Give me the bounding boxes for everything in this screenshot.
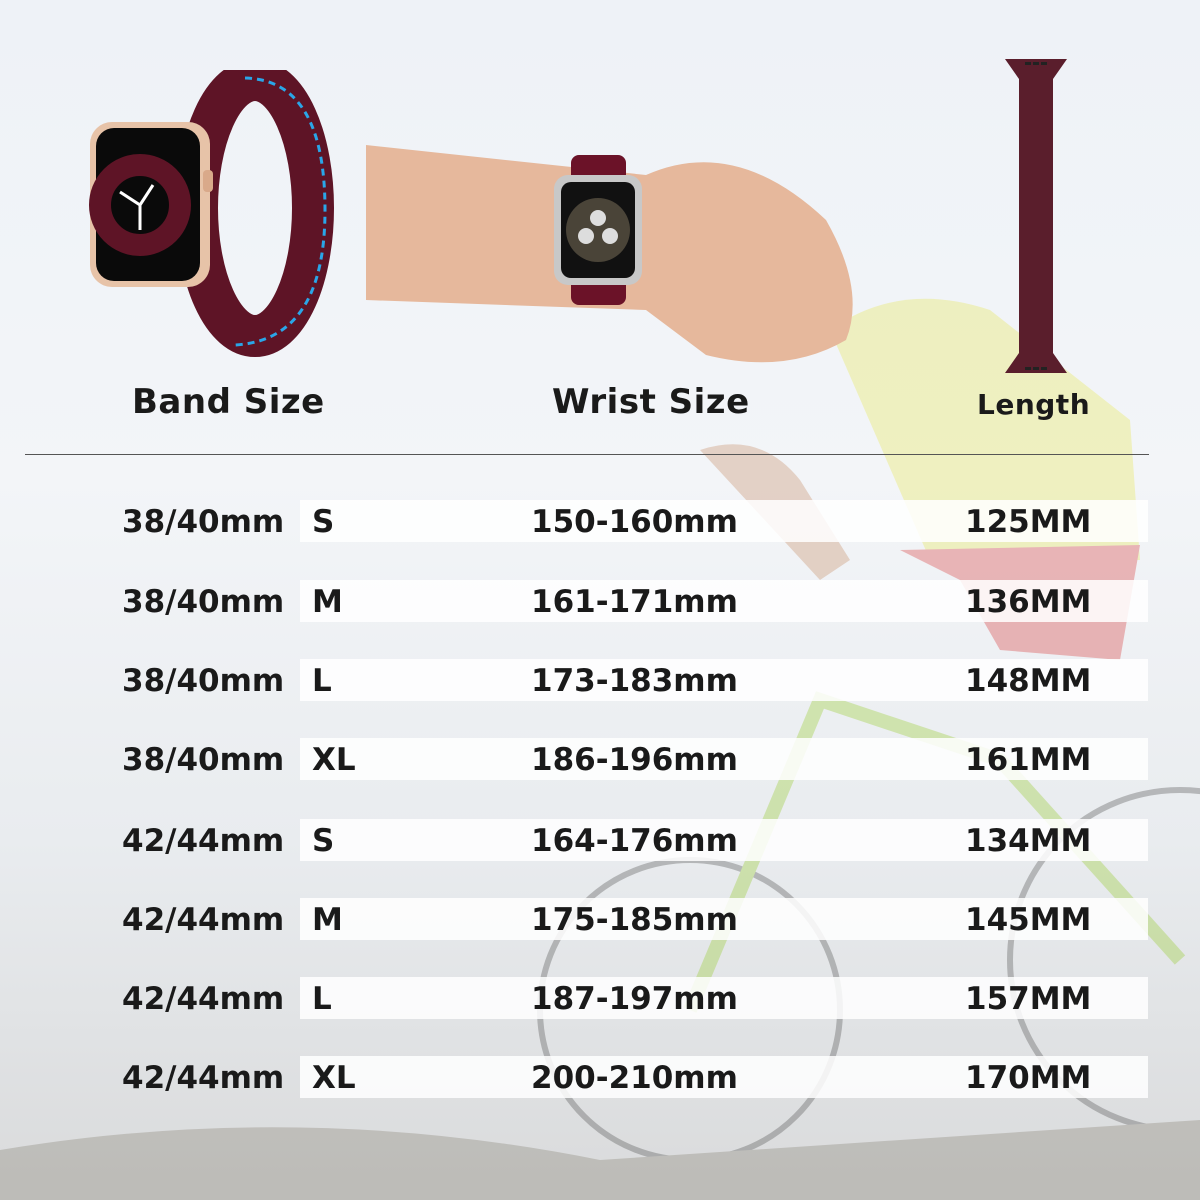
row-highlight bbox=[300, 500, 1148, 542]
row-highlight bbox=[300, 1056, 1148, 1098]
wrist-size: 150-160mm bbox=[531, 504, 738, 540]
case-size: 38/40mm bbox=[122, 742, 285, 778]
wrist-size: 173-183mm bbox=[531, 663, 738, 699]
band-size: S bbox=[312, 504, 335, 540]
case-size: 42/44mm bbox=[122, 823, 285, 859]
wrist-size: 161-171mm bbox=[531, 584, 738, 620]
band-length: 134MM bbox=[965, 823, 1092, 859]
band-length: 136MM bbox=[965, 584, 1092, 620]
band-length: 145MM bbox=[965, 902, 1092, 938]
row-highlight bbox=[300, 738, 1148, 780]
band-length-image bbox=[1003, 57, 1069, 375]
table-row: 38/40mm S 150-160mm 125MM bbox=[0, 500, 1200, 544]
wrist-size: 200-210mm bbox=[531, 1060, 738, 1096]
wrist-size: 175-185mm bbox=[531, 902, 738, 938]
table-row: 38/40mm L 173-183mm 148MM bbox=[0, 659, 1200, 703]
wrist-photo bbox=[366, 140, 866, 370]
band-length: 161MM bbox=[965, 742, 1092, 778]
band-length: 125MM bbox=[965, 504, 1092, 540]
band-size: XL bbox=[312, 1060, 356, 1096]
band-length: 148MM bbox=[965, 663, 1092, 699]
band-size: L bbox=[312, 981, 332, 1017]
case-size: 38/40mm bbox=[122, 504, 285, 540]
band-size: XL bbox=[312, 742, 356, 778]
wrist-size-header: Wrist Size bbox=[552, 382, 750, 422]
table-row: 38/40mm M 161-171mm 136MM bbox=[0, 580, 1200, 624]
row-highlight bbox=[300, 659, 1148, 701]
table-row: 42/44mm S 164-176mm 134MM bbox=[0, 819, 1200, 863]
wrist-size: 164-176mm bbox=[531, 823, 738, 859]
case-size: 38/40mm bbox=[122, 584, 285, 620]
case-size: 42/44mm bbox=[122, 902, 285, 938]
band-loop-image bbox=[85, 59, 335, 360]
row-highlight bbox=[300, 580, 1148, 622]
band-size: L bbox=[312, 663, 332, 699]
case-size: 42/44mm bbox=[122, 981, 285, 1017]
band-size: M bbox=[312, 584, 343, 620]
band-size: S bbox=[312, 823, 335, 859]
header-divider bbox=[25, 454, 1149, 455]
table-row: 42/44mm L 187-197mm 157MM bbox=[0, 977, 1200, 1021]
band-length: 157MM bbox=[965, 981, 1092, 1017]
length-header: Length bbox=[977, 388, 1091, 421]
table-row: 38/40mm XL 186-196mm 161MM bbox=[0, 738, 1200, 782]
table-row: 42/44mm XL 200-210mm 170MM bbox=[0, 1056, 1200, 1100]
case-size: 38/40mm bbox=[122, 663, 285, 699]
band-length: 170MM bbox=[965, 1060, 1092, 1096]
band-size: M bbox=[312, 902, 343, 938]
row-highlight bbox=[300, 819, 1148, 861]
table-row: 42/44mm M 175-185mm 145MM bbox=[0, 898, 1200, 942]
band-size-header: Band Size bbox=[132, 382, 325, 422]
wrist-size: 186-196mm bbox=[531, 742, 738, 778]
row-highlight bbox=[300, 977, 1148, 1019]
wrist-size: 187-197mm bbox=[531, 981, 738, 1017]
row-highlight bbox=[300, 898, 1148, 940]
case-size: 42/44mm bbox=[122, 1060, 285, 1096]
